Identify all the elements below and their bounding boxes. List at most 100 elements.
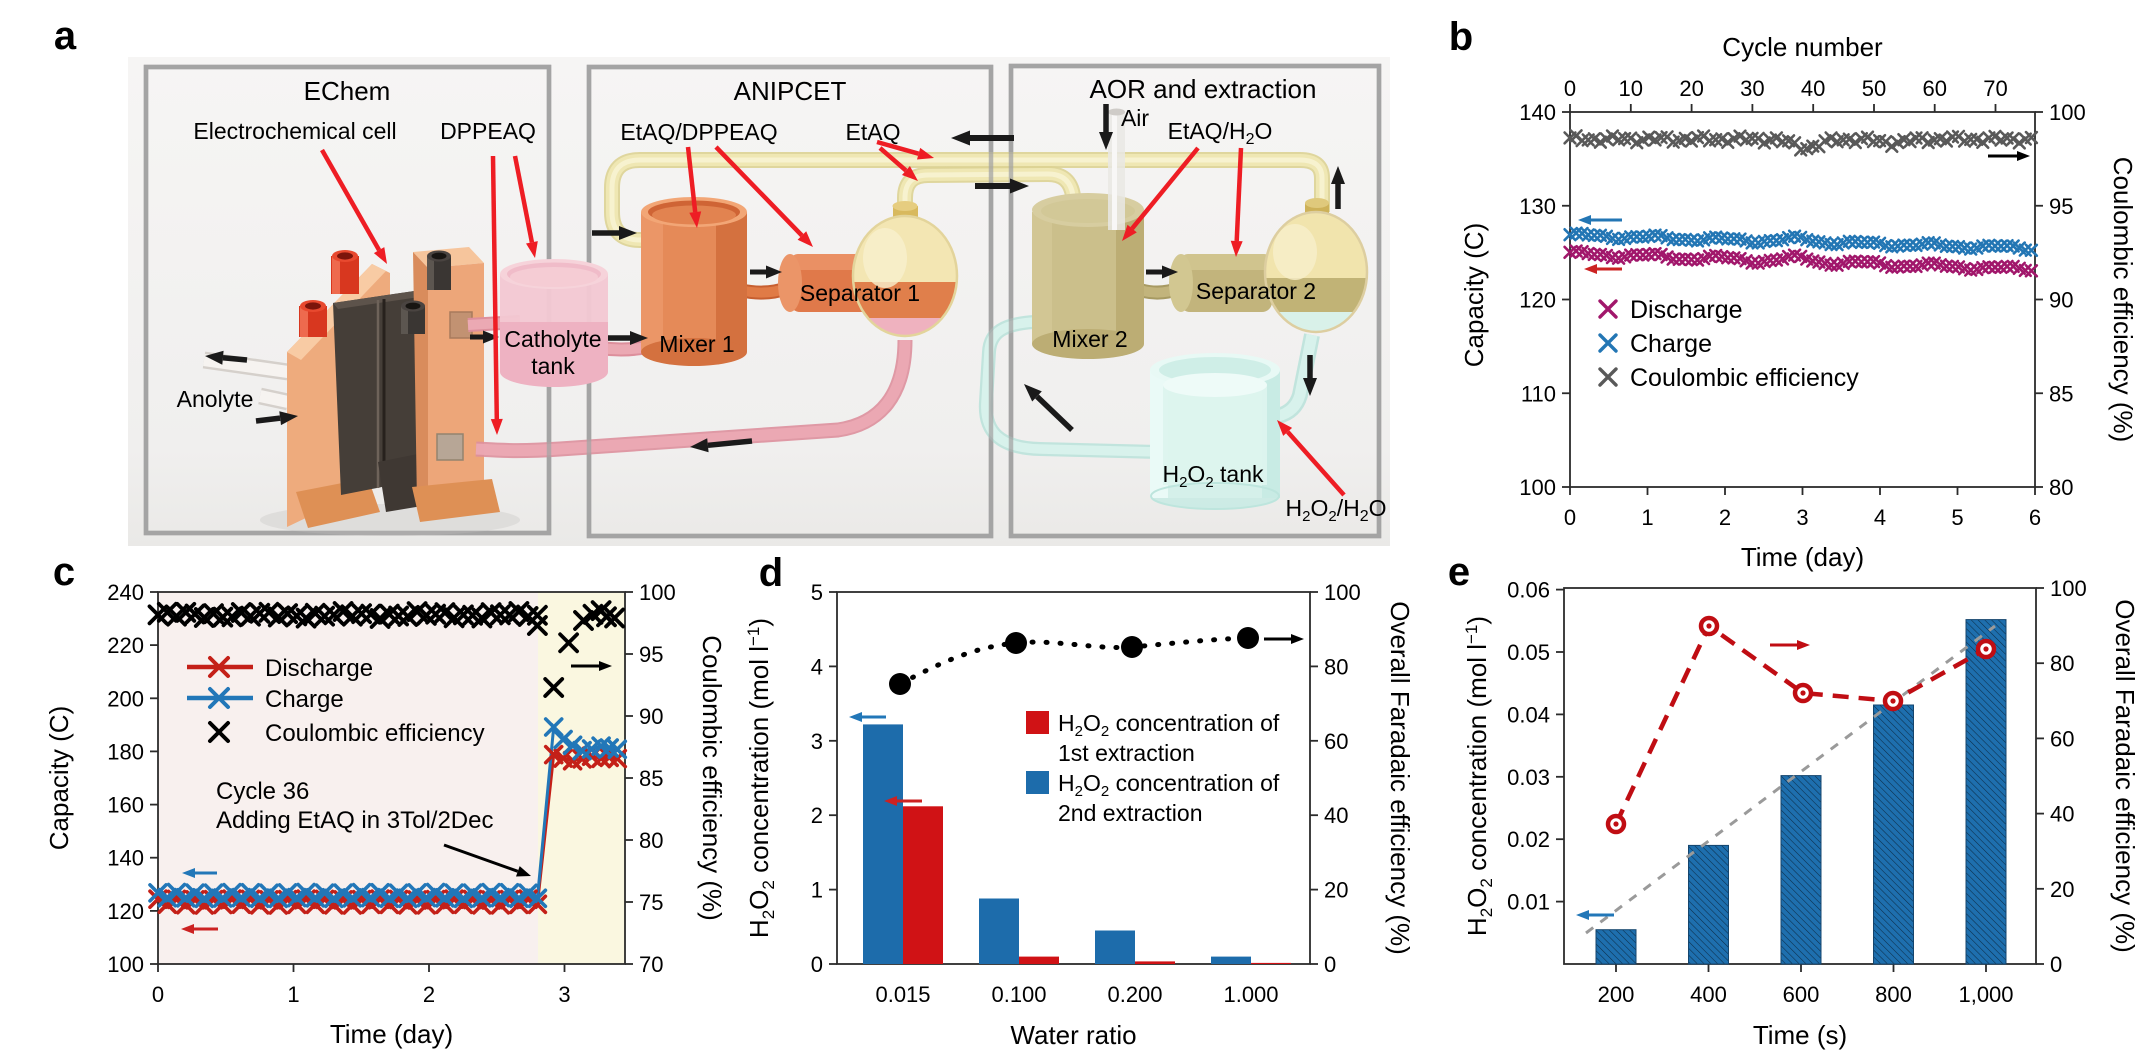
svg-text:Separator 1: Separator 1	[800, 280, 920, 306]
svg-text:d: d	[759, 551, 783, 595]
svg-text:Coulombic efficiency: Coulombic efficiency	[265, 720, 485, 747]
svg-text:50: 50	[1862, 76, 1886, 101]
svg-text:95: 95	[2049, 194, 2073, 219]
svg-text:ANIPCET: ANIPCET	[734, 76, 847, 106]
svg-text:180: 180	[107, 739, 144, 764]
svg-text:0: 0	[811, 952, 823, 977]
svg-text:Catholyte: Catholyte	[504, 326, 601, 352]
svg-text:85: 85	[639, 766, 663, 791]
svg-text:Capacity (C): Capacity (C)	[1459, 223, 1489, 367]
svg-text:H2O2 concentration (mol l−1): H2O2 concentration (mol l−1)	[744, 618, 778, 938]
svg-text:220: 220	[107, 633, 144, 658]
svg-text:90: 90	[639, 704, 663, 729]
svg-text:100: 100	[2049, 100, 2086, 125]
svg-text:0.01: 0.01	[1507, 890, 1550, 915]
svg-text:2: 2	[1719, 505, 1731, 530]
svg-text:EtAQ: EtAQ	[846, 119, 901, 145]
svg-text:80: 80	[2049, 475, 2073, 500]
svg-text:0.06: 0.06	[1507, 578, 1550, 603]
svg-text:0.02: 0.02	[1507, 827, 1550, 852]
svg-text:100: 100	[1324, 580, 1361, 605]
svg-text:H2O2​/H2O: H2O2​/H2O	[1286, 495, 1387, 525]
svg-text:10: 10	[1619, 76, 1643, 101]
svg-text:Time (s): Time (s)	[1753, 1020, 1847, 1050]
svg-text:3: 3	[1796, 505, 1808, 530]
svg-text:100: 100	[1519, 475, 1556, 500]
svg-text:Cycle number: Cycle number	[1722, 32, 1883, 62]
svg-text:4: 4	[1874, 505, 1886, 530]
svg-text:800: 800	[1875, 982, 1912, 1007]
svg-text:3: 3	[811, 729, 823, 754]
svg-text:Electrochemical cell: Electrochemical cell	[193, 118, 396, 144]
svg-text:100: 100	[2050, 576, 2087, 601]
svg-text:Discharge: Discharge	[265, 655, 373, 682]
svg-text:70: 70	[1983, 76, 2007, 101]
svg-text:80: 80	[639, 828, 663, 853]
svg-text:Separator 2: Separator 2	[1196, 278, 1316, 304]
svg-text:1.000: 1.000	[1223, 982, 1278, 1007]
svg-text:Mixer 2: Mixer 2	[1052, 326, 1127, 352]
svg-text:Capacity (C): Capacity (C)	[44, 706, 74, 850]
svg-text:20: 20	[1679, 76, 1703, 101]
svg-text:Adding EtAQ in 3Tol/2Dec: Adding EtAQ in 3Tol/2Dec	[216, 807, 494, 834]
svg-text:1st extraction: 1st extraction	[1058, 740, 1195, 766]
svg-text:Coulombic efficiency (%): Coulombic efficiency (%)	[697, 635, 727, 921]
svg-text:80: 80	[2050, 651, 2074, 676]
svg-text:30: 30	[1740, 76, 1764, 101]
svg-text:Coulombic efficiency (%): Coulombic efficiency (%)	[2108, 157, 2138, 443]
svg-text:0.200: 0.200	[1107, 982, 1162, 1007]
svg-text:100: 100	[639, 580, 676, 605]
svg-text:b: b	[1449, 15, 1473, 59]
svg-text:100: 100	[107, 952, 144, 977]
svg-text:4: 4	[811, 654, 823, 679]
svg-text:H2O2​ concentration of: H2O2​ concentration of	[1058, 710, 1280, 740]
svg-text:H2O2​ concentration of: H2O2​ concentration of	[1058, 770, 1280, 800]
svg-text:40: 40	[1324, 803, 1348, 828]
svg-text:Discharge: Discharge	[1630, 296, 1743, 324]
svg-text:0.04: 0.04	[1507, 702, 1550, 727]
svg-text:75: 75	[639, 890, 663, 915]
svg-text:40: 40	[1801, 76, 1825, 101]
svg-text:140: 140	[107, 846, 144, 871]
svg-text:0: 0	[152, 982, 164, 1007]
svg-text:3: 3	[558, 982, 570, 1007]
svg-text:tank: tank	[531, 353, 575, 379]
svg-text:20: 20	[2050, 877, 2074, 902]
svg-text:0.03: 0.03	[1507, 765, 1550, 790]
svg-text:160: 160	[107, 793, 144, 818]
svg-text:DPPEAQ: DPPEAQ	[440, 118, 536, 144]
svg-text:130: 130	[1519, 194, 1556, 219]
svg-text:Overall Faradaic efficiency (%: Overall Faradaic efficiency (%)	[1385, 601, 1415, 955]
svg-text:1,000: 1,000	[1958, 982, 2013, 1007]
svg-text:EChem: EChem	[304, 76, 391, 106]
svg-text:H2O2 concentration (mol l−1): H2O2 concentration (mol l−1)	[1462, 616, 1496, 936]
svg-text:200: 200	[1598, 982, 1635, 1007]
svg-text:H2O2​ tank: H2O2​ tank	[1162, 461, 1264, 491]
svg-text:240: 240	[107, 580, 144, 605]
svg-text:0: 0	[1324, 952, 1336, 977]
svg-text:1: 1	[1641, 505, 1653, 530]
svg-text:0: 0	[1564, 76, 1576, 101]
svg-text:60: 60	[1324, 729, 1348, 754]
svg-text:60: 60	[2050, 726, 2074, 751]
svg-text:6: 6	[2029, 505, 2041, 530]
svg-text:Overall Faradaic efficiency (%: Overall Faradaic efficiency (%)	[2110, 599, 2140, 953]
svg-text:Charge: Charge	[265, 686, 344, 713]
svg-text:140: 140	[1519, 100, 1556, 125]
svg-text:e: e	[1448, 550, 1470, 594]
svg-text:2nd extraction: 2nd extraction	[1058, 800, 1202, 826]
svg-text:Time (day): Time (day)	[1741, 542, 1864, 572]
svg-text:120: 120	[1519, 288, 1556, 313]
svg-text:5: 5	[1951, 505, 1963, 530]
svg-text:110: 110	[1521, 381, 1556, 406]
svg-text:c: c	[53, 550, 75, 594]
svg-text:95: 95	[639, 642, 663, 667]
svg-text:20: 20	[1324, 878, 1348, 903]
svg-text:Anolyte: Anolyte	[177, 386, 254, 412]
svg-text:Air: Air	[1121, 105, 1149, 131]
svg-text:Cycle 36: Cycle 36	[216, 778, 309, 805]
svg-text:0: 0	[2050, 952, 2062, 977]
svg-text:Charge: Charge	[1630, 330, 1712, 358]
svg-text:AOR and extraction: AOR and extraction	[1090, 74, 1317, 104]
svg-text:400: 400	[1690, 982, 1727, 1007]
